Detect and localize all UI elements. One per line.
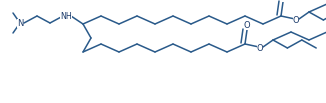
Text: NH: NH <box>60 12 72 20</box>
Text: O: O <box>244 20 250 29</box>
Text: N: N <box>17 19 23 28</box>
Text: O: O <box>293 15 299 25</box>
Text: O: O <box>280 0 286 2</box>
Text: O: O <box>257 43 263 53</box>
